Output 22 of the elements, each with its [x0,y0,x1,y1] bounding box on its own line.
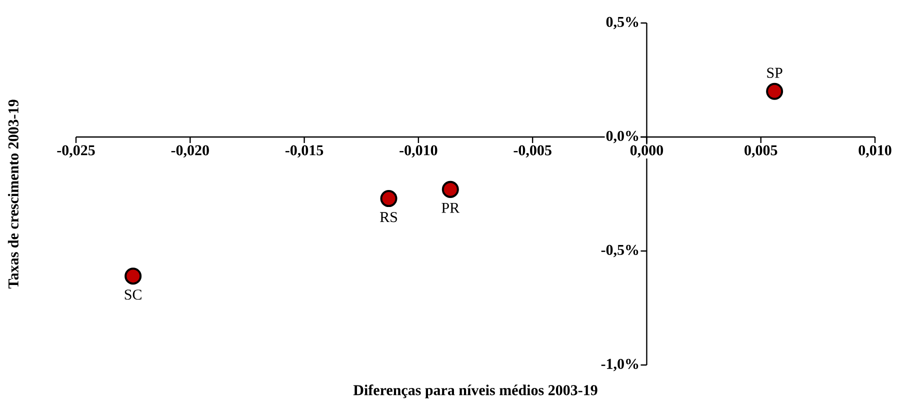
x-tick-label: 0,010 [858,145,892,158]
x-tick-label: -0,020 [171,145,209,158]
annotation: RS [380,212,397,222]
x-tick-label: 0,005 [744,145,778,158]
y-tick-label: -1,0% [601,358,638,372]
y-tick-label: 0,5% [606,16,638,30]
y-tick-label: -0,5% [601,244,638,258]
point [124,268,142,285]
annotation: SP [767,68,782,78]
point [380,190,398,208]
x-tick-label: -0,005 [514,145,552,158]
y-tick-label: 0,0% [606,130,638,144]
x-tick-label: -0,025 [57,145,95,158]
point [442,180,459,198]
x-tick-label: -0,015 [285,145,324,158]
x-axis-title: Diferenças para níveis médios 2003-19 [353,384,598,398]
x-tick-label: 0,000 [630,145,664,158]
annotation: PR [442,202,460,213]
y-axis-title: Taxas de crescimento 2003-19 [8,100,18,289]
annotation: SC [124,290,142,300]
x-tick-label: -0,010 [400,145,438,158]
point [766,82,784,100]
